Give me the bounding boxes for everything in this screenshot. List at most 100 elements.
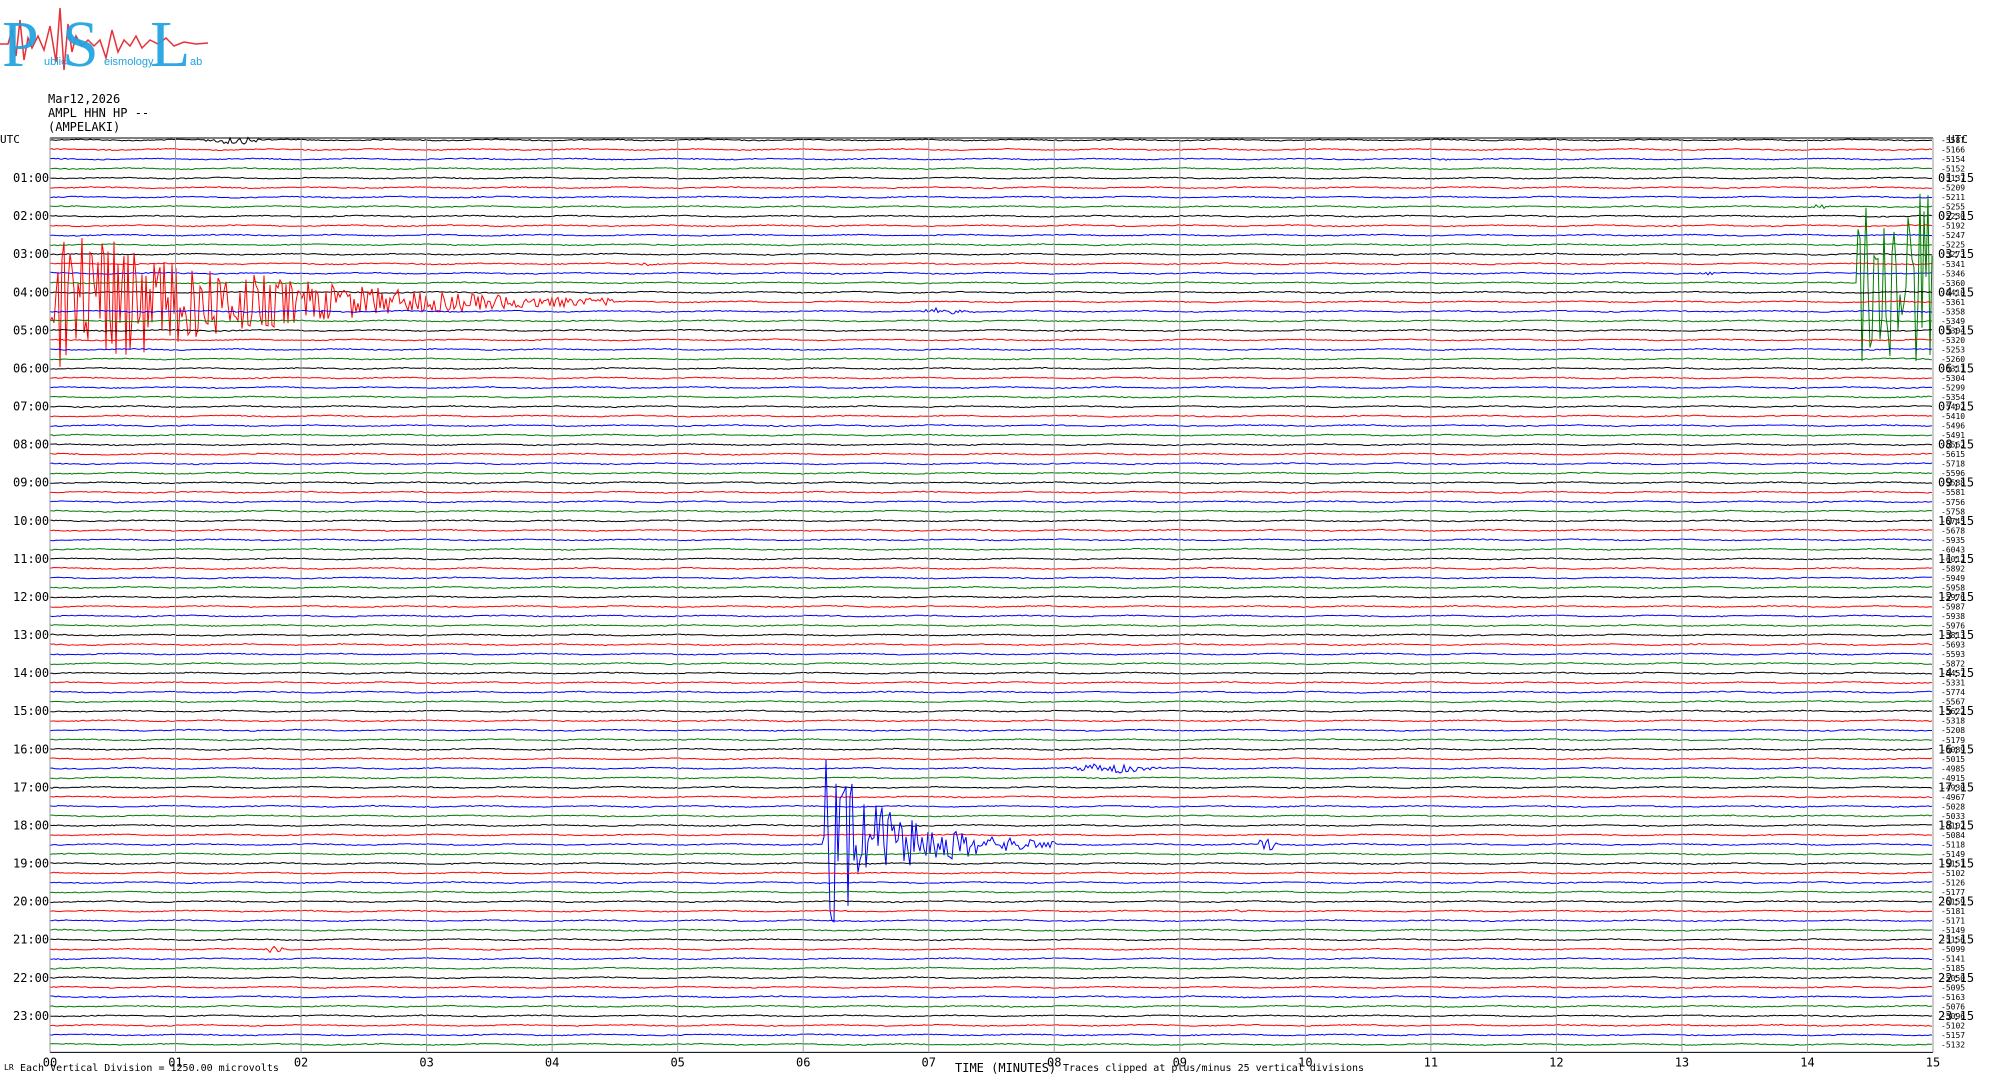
- trace-row-28: [49, 405, 1933, 409]
- trace-offset-label: -5581: [1941, 488, 1965, 497]
- right-hour-label: 01:15: [1938, 171, 1974, 185]
- trace-offset-label: -5567: [1941, 698, 1965, 707]
- left-hour-label: 05:00: [13, 323, 49, 337]
- clip-note: Traces clipped at plus/minus 25 vertical…: [1063, 1063, 1365, 1074]
- trace-row-89: [49, 985, 1933, 989]
- logo-word-2: eismology: [104, 56, 154, 68]
- trace-offset-label: -5255: [1941, 203, 1965, 212]
- header-date: Mar12,2026: [48, 92, 121, 106]
- trace-offset-label: -5593: [1941, 650, 1965, 659]
- trace-row-15: [49, 193, 1933, 362]
- trace-offset-label: -5076: [1941, 1002, 1965, 1011]
- trace-offset-label: -5132: [1941, 1040, 1965, 1049]
- trace-offset-label: -5209: [1941, 184, 1965, 193]
- trace-row-72: [49, 823, 1933, 827]
- trace-row-36: [49, 481, 1933, 485]
- x-tick-label: 12: [1549, 1055, 1563, 1069]
- x-tick-label: 05: [670, 1055, 684, 1069]
- trace-row-45: [49, 566, 1933, 570]
- right-hour-label: 21:15: [1938, 933, 1974, 947]
- logo-wave-icon: [0, 7, 209, 71]
- trace-offset-label: -5872: [1941, 660, 1965, 669]
- trace-offset-label: -5192: [1941, 222, 1965, 231]
- right-hour-label: 18:15: [1938, 818, 1974, 832]
- trace-row-54: [49, 652, 1933, 656]
- trace-row-47: [49, 585, 1932, 589]
- x-tick-label: 10: [1298, 1055, 1312, 1069]
- trace-row-94: [49, 1033, 1933, 1037]
- trace-row-41: [49, 528, 1933, 532]
- trace-row-85: [49, 945, 1933, 954]
- trace-row-20: [49, 328, 1933, 332]
- left-hour-label: 07:00: [13, 400, 49, 414]
- trace-row-76: [49, 861, 1933, 866]
- trace-offset-label: -4915: [1941, 774, 1965, 783]
- left-hour-label: 06:00: [13, 361, 49, 375]
- x-tick-label: 06: [796, 1055, 810, 1069]
- trace-offset-label: -5562: [1941, 441, 1965, 450]
- trace-row-40: [49, 519, 1933, 523]
- trace-offset-label: -4930: [1941, 783, 1965, 792]
- trace-row-61: [50, 719, 1933, 723]
- trace-offset-label: -5304: [1941, 326, 1965, 335]
- trace-row-3: [49, 167, 1933, 171]
- trace-row-8: [49, 214, 1933, 218]
- trace-offset-label: -5299: [1941, 384, 1965, 393]
- right-hour-label: 12:15: [1938, 590, 1974, 604]
- right-hour-label: 20:15: [1938, 895, 1974, 909]
- trace-row-93: [49, 1023, 1933, 1027]
- trace-row-53: [49, 643, 1933, 647]
- trace-offset-label: -5349: [1941, 317, 1965, 326]
- left-hour-label: 17:00: [13, 780, 49, 794]
- trace-offset-label: -5457: [1941, 669, 1965, 678]
- right-hour-label: 07:15: [1938, 400, 1974, 414]
- trace-row-37: [49, 490, 1933, 494]
- trace-offset-label: -5149: [1941, 850, 1965, 859]
- trace-offset-label: -5102: [1941, 1021, 1965, 1030]
- left-hour-label: 16:00: [13, 742, 49, 756]
- trace-offset-label: -5159: [1941, 898, 1965, 907]
- trace-offset-label: -5756: [1941, 498, 1965, 507]
- trace-offset-label: -5718: [1941, 460, 1965, 469]
- trace-offset-label: -5774: [1941, 688, 1965, 697]
- trace-offset-label: -5341: [1941, 260, 1965, 269]
- trace-offset-label: -5211: [1941, 193, 1965, 202]
- right-hour-label: 17:15: [1938, 780, 1974, 794]
- x-tick-label: 01: [168, 1055, 182, 1069]
- trace-offset-label: -5225: [1941, 241, 1965, 250]
- right-utc-title: UTC: [1948, 133, 1968, 146]
- trace-offset-label: -5354: [1941, 393, 1965, 402]
- trace-row-73: [49, 833, 1933, 837]
- trace-row-10: [49, 233, 1933, 237]
- trace-row-31: [49, 433, 1933, 437]
- traces: [49, 136, 1933, 1046]
- x-tick-label: 13: [1675, 1055, 1689, 1069]
- trace-row-80: [49, 900, 1933, 904]
- trace-offset-label: -5758: [1941, 507, 1965, 516]
- trace-row-9: [49, 224, 1933, 228]
- trace-row-42: [49, 538, 1933, 542]
- trace-offset-label: -5304: [1941, 374, 1965, 383]
- trace-offset-label: -5177: [1941, 888, 1965, 897]
- trace-row-75: [49, 852, 1933, 856]
- right-hour-label: 14:15: [1938, 666, 1974, 680]
- trace-offset-label: -5089: [1941, 745, 1965, 754]
- header-site: (AMPELAKI): [48, 120, 121, 134]
- trace-offset-label: -5987: [1941, 602, 1965, 611]
- trace-offset-label: -5361: [1941, 298, 1965, 307]
- trace-row-87: [49, 966, 1933, 970]
- left-hour-label: 08:00: [13, 438, 49, 452]
- trace-offset-label: -5410: [1941, 288, 1965, 297]
- left-hour-label: 02:00: [13, 209, 49, 223]
- trace-row-57: [49, 681, 1933, 685]
- trace-row-12: [49, 252, 1932, 256]
- right-hour-label: 23:15: [1938, 1009, 1974, 1023]
- trace-row-86: [49, 957, 1932, 961]
- trace-offset-label: -5596: [1941, 469, 1965, 478]
- trace-offset-label: -5491: [1941, 431, 1965, 440]
- right-hour-label: 22:15: [1938, 971, 1974, 985]
- trace-row-51: [49, 624, 1933, 628]
- trace-row-26: [49, 385, 1933, 390]
- right-hour-label: 08:15: [1938, 438, 1974, 452]
- trace-offset-label: -5179: [1941, 736, 1965, 745]
